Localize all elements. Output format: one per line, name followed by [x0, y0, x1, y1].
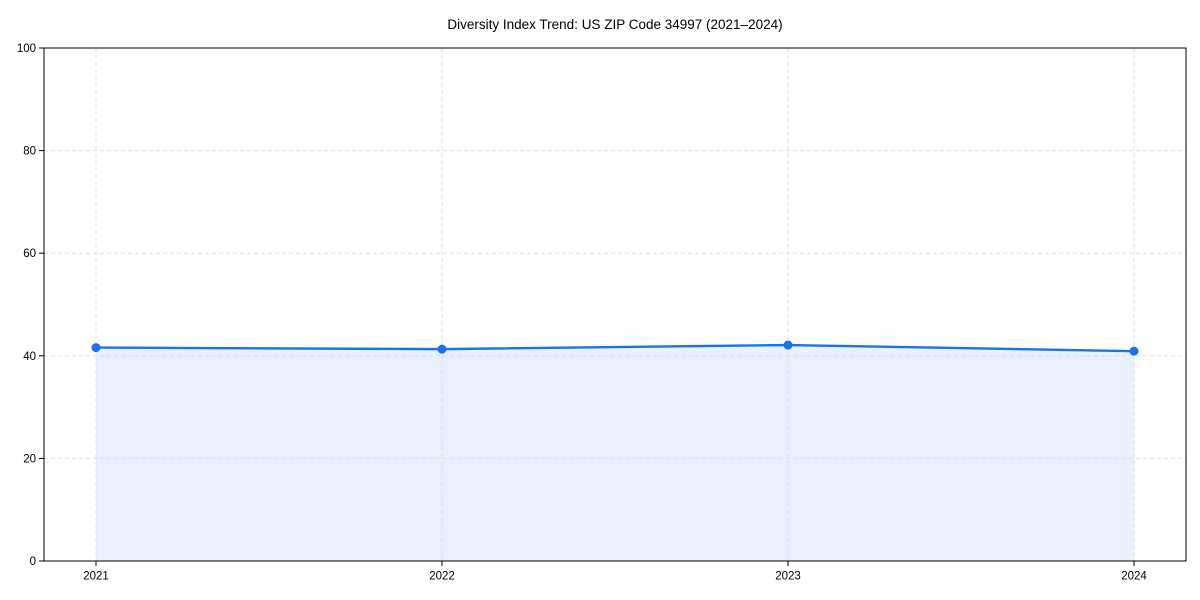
x-tick-label: 2024: [1121, 571, 1147, 583]
chart-title: Diversity Index Trend: US ZIP Code 34997…: [447, 17, 782, 32]
x-tick-label: 2023: [775, 571, 801, 583]
area-fill: [96, 345, 1134, 561]
gridlines-layer: [44, 48, 1186, 561]
y-tick-label: 60: [23, 248, 36, 260]
area-fill-layer: [96, 345, 1134, 561]
data-points-layer: [91, 340, 1139, 356]
y-tick-label: 40: [23, 351, 36, 363]
data-point-2022: [437, 344, 447, 354]
plot-border: [43, 47, 1187, 562]
data-point-2024: [1129, 346, 1139, 356]
trend-line: [94, 343, 1136, 353]
trend-line-layer: [94, 343, 1136, 353]
y-tick-label: 80: [23, 146, 36, 158]
x-tick-label: 2022: [429, 571, 455, 583]
data-point-2021: [91, 343, 101, 353]
x-tick-label: 2021: [83, 571, 109, 583]
tick-labels-layer: 2021 2022 2023 2024 0 20 40 60 80 100: [17, 43, 1148, 583]
data-point-2023: [783, 340, 793, 350]
y-tick-label: 20: [23, 453, 36, 465]
y-tick-label: 100: [17, 43, 36, 55]
y-tick-label: 0: [30, 556, 36, 568]
axes-layer: [39, 47, 1187, 566]
